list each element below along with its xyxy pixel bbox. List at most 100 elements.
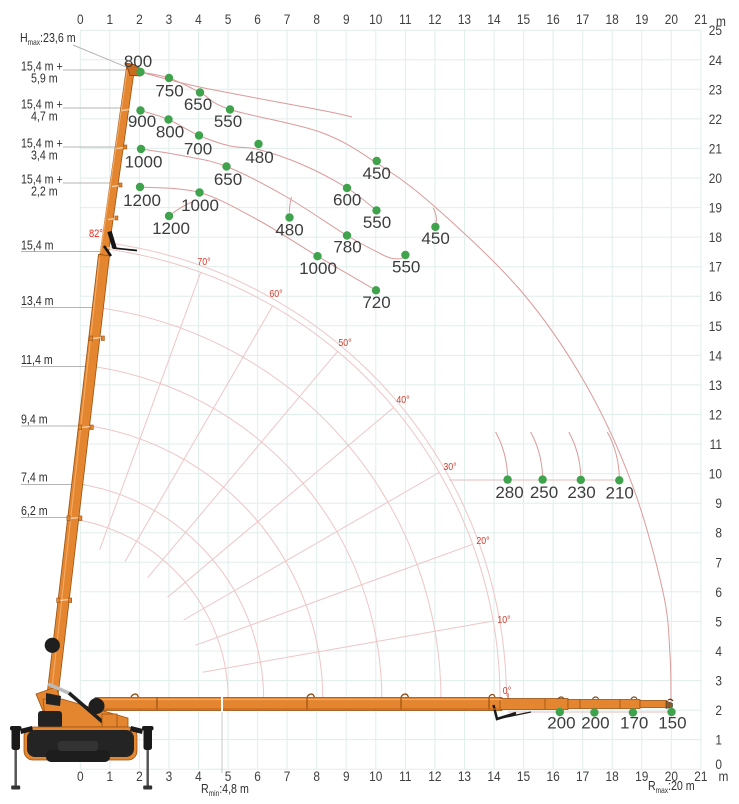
svg-text:2,2 m: 2,2 m: [31, 184, 58, 199]
svg-text:1200: 1200: [152, 219, 190, 238]
svg-text:12: 12: [709, 407, 722, 423]
svg-text:550: 550: [214, 112, 242, 131]
svg-text:6: 6: [715, 584, 722, 600]
svg-text:25: 25: [709, 22, 722, 38]
svg-text:8: 8: [715, 525, 722, 541]
svg-text:12: 12: [428, 11, 441, 27]
svg-text:15: 15: [709, 318, 722, 334]
svg-text:15,4 m +: 15,4 m +: [21, 136, 63, 151]
svg-text:8: 8: [313, 11, 320, 27]
svg-text:550: 550: [363, 213, 391, 232]
svg-text:16: 16: [546, 11, 559, 27]
svg-text:230: 230: [567, 483, 595, 502]
svg-text:15,4 m +: 15,4 m +: [21, 172, 63, 187]
svg-text:7: 7: [284, 11, 291, 27]
svg-text:13: 13: [458, 11, 471, 27]
svg-text:15,4 m +: 15,4 m +: [21, 97, 63, 112]
svg-text:2: 2: [715, 702, 722, 718]
svg-text:4: 4: [195, 11, 202, 27]
svg-text:900: 900: [128, 112, 156, 131]
svg-text:450: 450: [421, 229, 449, 248]
svg-text:1000: 1000: [299, 259, 337, 278]
svg-text:20: 20: [709, 170, 722, 186]
svg-text:650: 650: [184, 95, 212, 114]
svg-text:10: 10: [369, 768, 382, 784]
svg-text:5,9 m: 5,9 m: [31, 71, 58, 86]
svg-text:19: 19: [709, 200, 722, 216]
svg-text:200: 200: [581, 714, 609, 733]
svg-text:82°: 82°: [89, 228, 103, 240]
svg-text:150: 150: [658, 714, 686, 733]
svg-text:480: 480: [275, 221, 303, 240]
svg-text:11,4 m: 11,4 m: [21, 352, 53, 367]
svg-text:6: 6: [254, 11, 261, 27]
svg-text:10: 10: [709, 466, 722, 482]
svg-text:14: 14: [487, 11, 500, 27]
svg-text:Rmin:4,8 m: Rmin:4,8 m: [201, 781, 249, 798]
svg-text:23: 23: [709, 81, 722, 97]
svg-text:780: 780: [333, 237, 361, 256]
svg-text:14: 14: [709, 347, 722, 363]
svg-text:1: 1: [107, 768, 114, 784]
svg-text:7,4 m: 7,4 m: [21, 469, 48, 484]
svg-text:40°: 40°: [396, 394, 409, 406]
svg-text:1000: 1000: [125, 153, 163, 172]
svg-text:14: 14: [487, 768, 500, 784]
svg-text:24: 24: [709, 52, 722, 68]
svg-text:20: 20: [665, 11, 678, 27]
svg-text:600: 600: [333, 191, 361, 210]
svg-text:18: 18: [606, 768, 619, 784]
svg-text:15: 15: [517, 11, 530, 27]
svg-text:5: 5: [225, 768, 232, 784]
svg-text:1200: 1200: [123, 191, 161, 210]
svg-text:9,4 m: 9,4 m: [21, 411, 48, 426]
svg-text:21: 21: [694, 768, 707, 784]
svg-text:5: 5: [225, 11, 232, 27]
svg-text:750: 750: [155, 82, 183, 101]
svg-text:280: 280: [495, 483, 523, 502]
svg-text:210: 210: [606, 484, 634, 503]
svg-text:720: 720: [362, 293, 390, 312]
svg-text:170: 170: [620, 714, 648, 733]
svg-text:15,4 m +: 15,4 m +: [21, 59, 63, 74]
svg-text:7: 7: [284, 768, 291, 784]
svg-text:10°: 10°: [497, 614, 510, 626]
svg-text:700: 700: [184, 140, 212, 159]
svg-text:800: 800: [124, 52, 152, 71]
svg-text:550: 550: [392, 257, 420, 276]
svg-text:3: 3: [166, 11, 173, 27]
svg-text:5: 5: [715, 613, 722, 629]
svg-text:250: 250: [530, 483, 558, 502]
svg-text:70°: 70°: [197, 256, 210, 268]
svg-text:6: 6: [254, 768, 261, 784]
svg-text:3,4 m: 3,4 m: [31, 148, 58, 163]
svg-text:16: 16: [546, 768, 559, 784]
svg-text:11: 11: [399, 11, 411, 27]
svg-text:m: m: [716, 13, 726, 29]
svg-text:19: 19: [635, 768, 648, 784]
svg-text:m: m: [719, 768, 729, 784]
svg-text:1: 1: [715, 732, 722, 748]
svg-text:3: 3: [715, 673, 722, 689]
svg-text:17: 17: [576, 11, 589, 27]
svg-text:9: 9: [715, 495, 722, 511]
svg-text:7: 7: [715, 554, 722, 570]
svg-text:9: 9: [343, 768, 350, 784]
svg-text:60°: 60°: [269, 288, 282, 300]
svg-text:13: 13: [458, 768, 471, 784]
svg-text:21: 21: [709, 140, 722, 156]
svg-text:2: 2: [136, 11, 143, 27]
svg-text:200: 200: [547, 714, 575, 733]
svg-text:1: 1: [107, 11, 114, 27]
svg-text:19: 19: [635, 11, 648, 27]
svg-text:0: 0: [715, 756, 722, 772]
svg-text:4,7 m: 4,7 m: [31, 109, 58, 124]
svg-text:13,4 m: 13,4 m: [21, 293, 54, 308]
svg-text:22: 22: [709, 111, 722, 127]
svg-text:11: 11: [710, 436, 722, 452]
svg-text:13: 13: [709, 377, 722, 393]
svg-text:20°: 20°: [476, 535, 489, 547]
svg-text:2: 2: [136, 768, 143, 784]
svg-text:4: 4: [195, 768, 202, 784]
svg-text:15,4 m: 15,4 m: [21, 237, 54, 252]
